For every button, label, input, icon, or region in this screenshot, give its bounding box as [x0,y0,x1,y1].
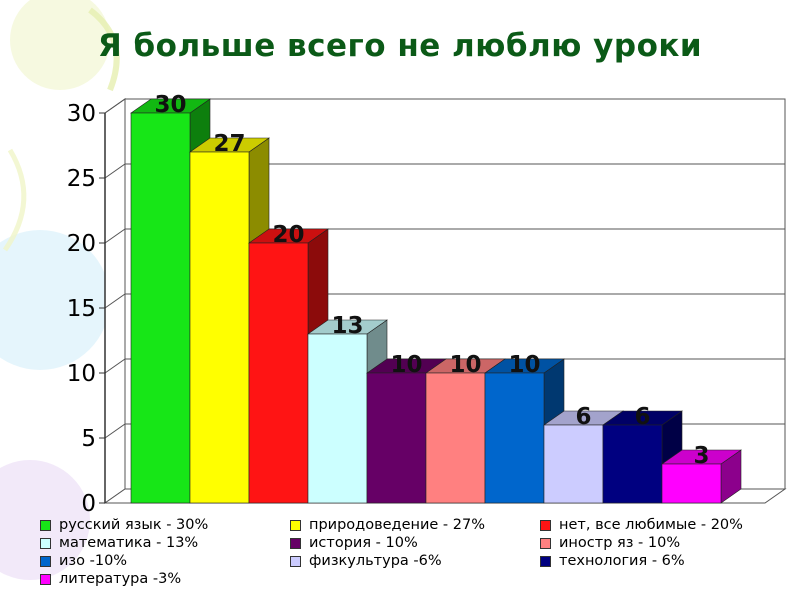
legend-item: русский язык - 30% [40,516,290,534]
y-tick-label: 0 [81,491,96,517]
y-tick-label: 15 [67,296,96,322]
data-label: 30 [154,92,186,118]
legend-item: литература -3% [40,570,290,588]
legend-swatch [290,555,301,567]
legend-label: изо -10% [59,553,128,569]
gridline [104,358,785,374]
legend: русский язык - 30% природоведение - 27% не… [40,516,790,588]
data-label: 6 [575,404,591,430]
y-tick-label: 10 [67,361,96,387]
legend-label: иностр яз - 10% [559,535,681,551]
data-label: 27 [213,131,245,157]
legend-swatch [540,519,551,531]
chart-title: Я больше всего не люблю уроки [97,28,703,64]
bar-front [484,372,545,504]
bar-front [189,151,250,504]
legend-label: история - 10% [309,535,418,551]
legend-item: физкультура -6% [290,552,540,570]
legend-label: русский язык - 30% [59,517,209,533]
bar-3 [248,228,329,504]
bar-10 [661,449,742,504]
data-label: 10 [508,352,540,378]
bar-front [248,242,309,504]
bar-front [543,424,604,504]
gridline [104,228,785,244]
y-tick-label: 5 [81,426,96,452]
gridline [104,293,785,309]
bar-front [307,333,368,504]
bar-front [661,463,722,504]
legend-swatch [540,537,551,549]
y-tick-label: 25 [67,166,96,192]
legend-label: технология - 6% [559,553,685,569]
legend-swatch [290,537,301,549]
data-label: 20 [272,222,304,248]
legend-item: природоведение - 27% [290,516,540,534]
legend-item: история - 10% [290,534,540,552]
legend-swatch [40,519,51,531]
legend-item: изо -10% [40,552,290,570]
legend-label: нет, все любимые - 20% [559,517,743,533]
legend-swatch [540,555,551,567]
data-label: 6 [634,404,650,430]
legend-label: математика - 13% [59,535,199,551]
legend-item: иностр яз - 10% [540,534,790,552]
legend-swatch [40,555,51,567]
data-label: 10 [390,352,422,378]
legend-label: литература -3% [59,571,182,587]
bar-front [602,424,663,504]
bar-front [366,372,427,504]
legend-swatch [40,573,51,585]
legend-swatch [290,519,301,531]
gridline [104,163,785,179]
legend-label: природоведение - 27% [309,517,485,533]
y-tick-label: 30 [67,101,96,127]
legend-item: математика - 13% [40,534,290,552]
bar-front [425,372,486,504]
y-tick-label: 20 [67,231,96,257]
legend-item: технология - 6% [540,552,790,570]
legend-item: нет, все любимые - 20% [540,516,790,534]
legend-label: физкультура -6% [309,553,442,569]
data-label: 13 [331,313,363,339]
legend-swatch [40,537,51,549]
data-label: 10 [449,352,481,378]
gridline [104,98,785,114]
data-label: 3 [693,443,709,469]
bar-front [130,112,191,504]
